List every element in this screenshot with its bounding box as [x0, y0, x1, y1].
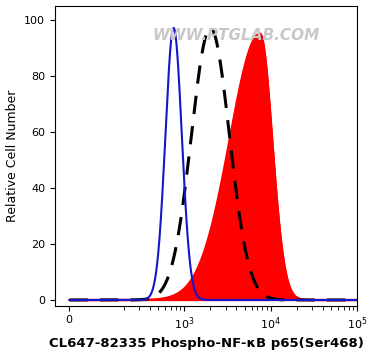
Text: WWW.PTGLAB.COM: WWW.PTGLAB.COM — [153, 28, 320, 43]
Y-axis label: Relative Cell Number: Relative Cell Number — [6, 89, 19, 222]
X-axis label: CL647-82335 Phospho-NF-κB p65(Ser468): CL647-82335 Phospho-NF-κB p65(Ser468) — [48, 337, 363, 350]
